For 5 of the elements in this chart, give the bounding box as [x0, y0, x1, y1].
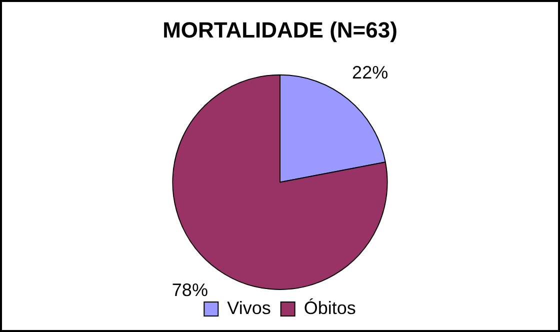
data-label: 78%	[172, 280, 208, 300]
data-label: 22%	[352, 62, 388, 82]
legend-label: Vivos	[227, 298, 271, 318]
legend-label: Óbitos	[304, 298, 356, 318]
chart-title: MORTALIDADE (N=63)	[162, 17, 398, 42]
